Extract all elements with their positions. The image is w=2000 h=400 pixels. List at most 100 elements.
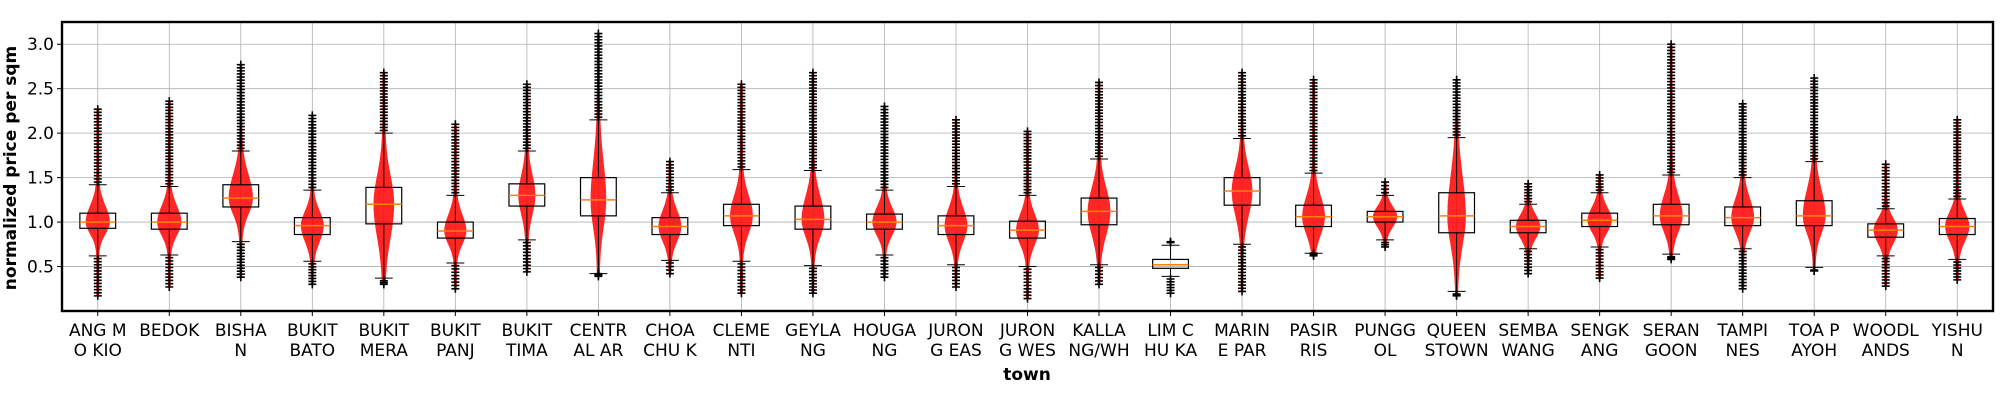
outlier-marker xyxy=(1381,242,1390,251)
outlier-marker xyxy=(165,282,174,291)
box-plot xyxy=(1938,198,1976,260)
outlier-marker xyxy=(1166,289,1175,298)
x-tick-label: CENTR xyxy=(570,321,628,341)
x-tick-label: SEMBA xyxy=(1498,321,1558,341)
outlier-marker xyxy=(379,280,388,289)
outlier-marker xyxy=(236,273,245,282)
x-tick-label: PANJ xyxy=(436,341,475,361)
x-tick-label: GOON xyxy=(1645,341,1698,361)
outlier-marker xyxy=(1524,269,1533,278)
outlier-marker xyxy=(1667,255,1676,264)
outlier-marker xyxy=(1738,284,1747,293)
outlier-marker xyxy=(236,60,245,69)
box-iqr xyxy=(579,177,617,217)
violin-shape xyxy=(1373,182,1398,247)
outlier-marker xyxy=(880,273,889,282)
outlier-marker xyxy=(1881,160,1890,169)
x-tick-label: MERA xyxy=(360,341,409,361)
x-tick-label: E PAR xyxy=(1218,341,1267,361)
outlier-marker xyxy=(1095,78,1104,87)
box-iqr xyxy=(365,186,403,225)
outlier-marker xyxy=(451,284,460,293)
x-tick-label: BUKIT xyxy=(502,321,553,341)
box-plot xyxy=(1581,192,1619,248)
outlier-marker xyxy=(808,289,817,298)
outlier-marker xyxy=(522,267,531,276)
x-tick-label: ANG xyxy=(1581,341,1619,361)
x-tick-label: NES xyxy=(1726,341,1760,361)
box-iqr xyxy=(1438,192,1476,234)
box-plot xyxy=(722,169,760,262)
x-tick-label: JURON xyxy=(999,321,1055,341)
box-plot xyxy=(1080,158,1118,266)
box-iqr xyxy=(794,205,832,230)
x-tick-label: BATO xyxy=(289,341,335,361)
x-tick-label: HU KA xyxy=(1144,341,1197,361)
outlier-marker xyxy=(737,80,746,89)
box-plot xyxy=(150,186,188,256)
violin-shape xyxy=(1873,164,1898,287)
outlier-marker xyxy=(93,291,102,300)
outlier-marker xyxy=(1166,237,1175,246)
violin-shape xyxy=(1231,72,1253,292)
x-tick-label: NG xyxy=(872,341,898,361)
outlier-marker xyxy=(1238,68,1247,77)
outlier-marker xyxy=(951,282,960,291)
x-tick-label: N xyxy=(1951,341,1964,361)
x-tick-label: BUKIT xyxy=(430,321,481,341)
outlier-marker xyxy=(1595,274,1604,283)
x-tick-label: TAMPI xyxy=(1716,321,1768,341)
x-tick-label: G WES xyxy=(999,341,1056,361)
outlier-marker xyxy=(1881,282,1890,291)
x-tick-label: PASIR xyxy=(1289,321,1338,341)
box-iqr xyxy=(1795,200,1833,227)
outlier-marker xyxy=(1381,178,1390,187)
box-plot xyxy=(1366,194,1404,241)
y-axis-title: normalized price per sqm xyxy=(1,46,21,290)
x-tick-label: BUKIT xyxy=(359,321,410,341)
outlier-marker xyxy=(93,105,102,114)
outlier-marker xyxy=(165,97,174,106)
box-plot xyxy=(1009,194,1046,268)
outlier-marker xyxy=(1595,170,1604,179)
outlier-marker xyxy=(1023,127,1032,136)
box-iqr xyxy=(436,221,474,239)
x-axis-title: town xyxy=(1003,365,1051,385)
box-iqr xyxy=(79,212,117,229)
y-tick-label: 1.5 xyxy=(27,169,54,189)
x-tick-label: ANDS xyxy=(1862,341,1910,361)
x-tick-label: NTI xyxy=(727,341,755,361)
x-tick-label: RIS xyxy=(1300,341,1328,361)
box-iqr xyxy=(1724,206,1762,227)
x-tick-label: N xyxy=(234,341,247,361)
outlier-marker xyxy=(1452,291,1461,300)
x-tick-label: OL xyxy=(1374,341,1397,361)
box-plot xyxy=(79,184,117,257)
violin-shape xyxy=(1516,183,1541,274)
outlier-marker xyxy=(451,120,460,129)
box-plot xyxy=(579,119,617,275)
box-iqr xyxy=(1652,203,1690,226)
box-plot xyxy=(1223,137,1261,245)
outlier-marker xyxy=(665,269,674,278)
box-plot xyxy=(508,150,546,241)
box-plot xyxy=(365,132,403,279)
x-tick-label: HOUGA xyxy=(853,321,917,341)
box-plot xyxy=(1652,174,1690,255)
x-tick-label: SERAN xyxy=(1643,321,1700,341)
y-tick-label: 1.0 xyxy=(27,213,54,233)
y-tick-label: 2.0 xyxy=(27,124,54,144)
x-tick-label: CLEME xyxy=(713,321,771,341)
outlier-marker xyxy=(665,157,674,166)
x-tick-label: JURON xyxy=(927,321,983,341)
box-iqr xyxy=(150,212,188,230)
box-iqr xyxy=(1152,258,1190,269)
box-layer xyxy=(79,119,1976,292)
x-tick-label: BUKIT xyxy=(287,321,338,341)
outlier-marker xyxy=(594,29,603,38)
box-iqr xyxy=(222,184,260,208)
box-plot xyxy=(1295,172,1333,254)
box-plot xyxy=(1724,177,1762,250)
outlier-marker xyxy=(1667,40,1676,49)
